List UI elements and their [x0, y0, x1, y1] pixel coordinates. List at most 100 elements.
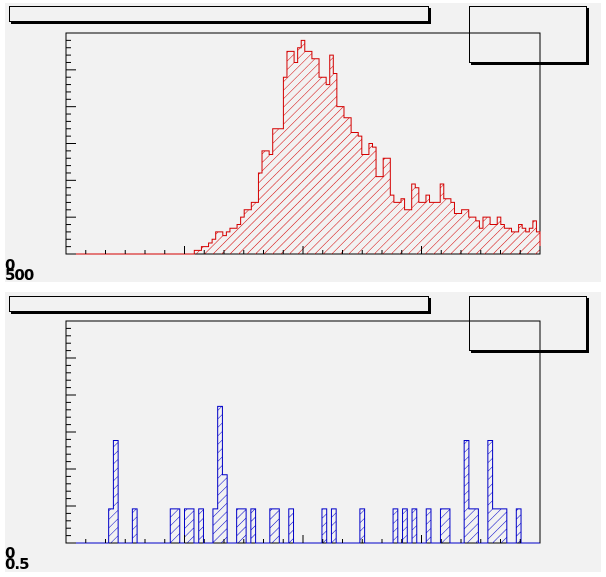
top-histogram-bar [247, 209, 252, 254]
top-histogram-bar [440, 184, 444, 254]
top-histogram-bar [340, 106, 344, 255]
top-histogram-bar [365, 154, 369, 254]
bottom-histogram-bar [184, 508, 190, 543]
top-histogram-bar [279, 128, 284, 254]
top-histogram-bar [322, 77, 327, 254]
top-histogram-bar [208, 242, 213, 254]
top-histogram-bar [283, 77, 287, 254]
top-histogram-bar [269, 154, 273, 254]
bottom-histogram-bar [426, 508, 431, 543]
top-histogram-bar [525, 231, 530, 254]
top-histogram-bar [237, 224, 241, 254]
top-histogram-bar [472, 217, 476, 254]
top-histogram-bar [286, 51, 291, 254]
bottom-x-tick-label-0: 0 [5, 544, 15, 562]
top-histogram-bar [361, 154, 366, 254]
top-histogram-bar [433, 202, 437, 254]
top-histogram-bar [333, 73, 337, 255]
top-histogram-bar [311, 58, 316, 255]
bottom-histogram-bar [241, 508, 247, 543]
top-histogram-bar [215, 231, 220, 254]
top-histogram-plot [65, 32, 541, 255]
top-histogram-bar [201, 246, 205, 254]
top-histogram-bar [326, 84, 330, 254]
top-histogram-bar [422, 202, 426, 254]
top-histogram-bar [515, 231, 519, 254]
top-histogram-bar [319, 77, 323, 254]
top-histogram-bar [511, 231, 516, 254]
bottom-histogram-bar [288, 508, 294, 543]
bottom-histogram-bar [170, 508, 176, 543]
top-histogram-bar [507, 228, 512, 254]
top-histogram-bar [272, 128, 277, 254]
top-x-tick-label-0: 0 [5, 256, 15, 274]
top-histogram-bar [529, 228, 533, 254]
bottom-histogram-bar [108, 508, 114, 543]
top-histogram-bar [383, 158, 387, 254]
top-histogram-bar [379, 176, 384, 254]
bottom-histogram-bar [487, 440, 493, 543]
top-histogram-bar [358, 136, 362, 254]
top-histogram-bar [493, 224, 498, 254]
top-histogram-bar [197, 250, 202, 254]
bottom-histogram-outline [66, 405, 540, 544]
top-histogram-bar [436, 202, 441, 254]
top-histogram-bar [294, 62, 298, 254]
bottom-histogram-plot [65, 320, 541, 544]
top-histogram-bar [329, 55, 334, 254]
bottom-histogram-bar [402, 508, 408, 543]
bottom-histogram-bar [473, 508, 479, 543]
bottom-histogram-bar [492, 508, 498, 543]
bottom-histogram-bar [236, 508, 242, 543]
top-stats-box [469, 6, 587, 63]
bottom-histogram-bar [497, 508, 503, 543]
top-histogram-bar [532, 220, 537, 254]
top-histogram-bar [418, 202, 423, 254]
top-histogram-bar [401, 198, 405, 254]
top-histogram-bar [461, 209, 466, 254]
top-histogram-bar [204, 246, 209, 254]
top-histogram-bar [368, 143, 373, 254]
top-histogram-bar [254, 202, 259, 254]
top-histogram-bar [304, 51, 309, 254]
top-histogram-bar [290, 51, 295, 254]
bottom-histogram-bar [198, 508, 204, 543]
top-histogram-bar [219, 231, 223, 254]
bottom-histogram-bar [222, 474, 228, 543]
top-histogram-bar [393, 202, 398, 254]
bottom-histogram-bar [412, 508, 417, 543]
bottom-histogram-bar [189, 508, 194, 543]
top-histogram-bar [500, 224, 505, 254]
top-histogram-bar [429, 202, 434, 254]
top-histogram-bar [408, 209, 412, 254]
top-histogram-bar [404, 209, 409, 254]
top-histogram-bar [415, 187, 419, 254]
top-histogram-bar [308, 51, 312, 254]
bottom-histogram-bar [359, 508, 365, 543]
top-histogram-bar [347, 117, 352, 254]
top-histogram-title-box [9, 6, 429, 22]
top-histogram-bar [351, 132, 355, 254]
top-histogram-bar [450, 202, 455, 254]
top-histogram-bar [376, 176, 380, 254]
bottom-histogram-bar [445, 508, 450, 543]
bottom-histogram-bar [321, 508, 327, 543]
bottom-histogram-bar [212, 508, 218, 543]
top-histogram-bar [265, 150, 270, 254]
top-histogram-bar [397, 202, 402, 254]
top-histogram-bar [229, 228, 234, 254]
bottom-histogram-bar [269, 508, 275, 543]
top-histogram-bar [297, 47, 302, 254]
bottom-histogram-bar [502, 508, 507, 543]
top-histogram-bar [490, 224, 494, 254]
top-histogram-bar [386, 158, 391, 254]
top-histogram-bar [262, 150, 266, 254]
top-histogram-bar [251, 202, 255, 254]
bottom-histogram-bar [516, 508, 522, 543]
top-histogram-bar [468, 217, 473, 254]
top-histogram-bar [240, 217, 245, 254]
bottom-histogram-bar [440, 508, 446, 543]
top-histogram-bar [372, 147, 377, 254]
bottom-x-tick-label-0.5: 0.5 [5, 555, 30, 573]
